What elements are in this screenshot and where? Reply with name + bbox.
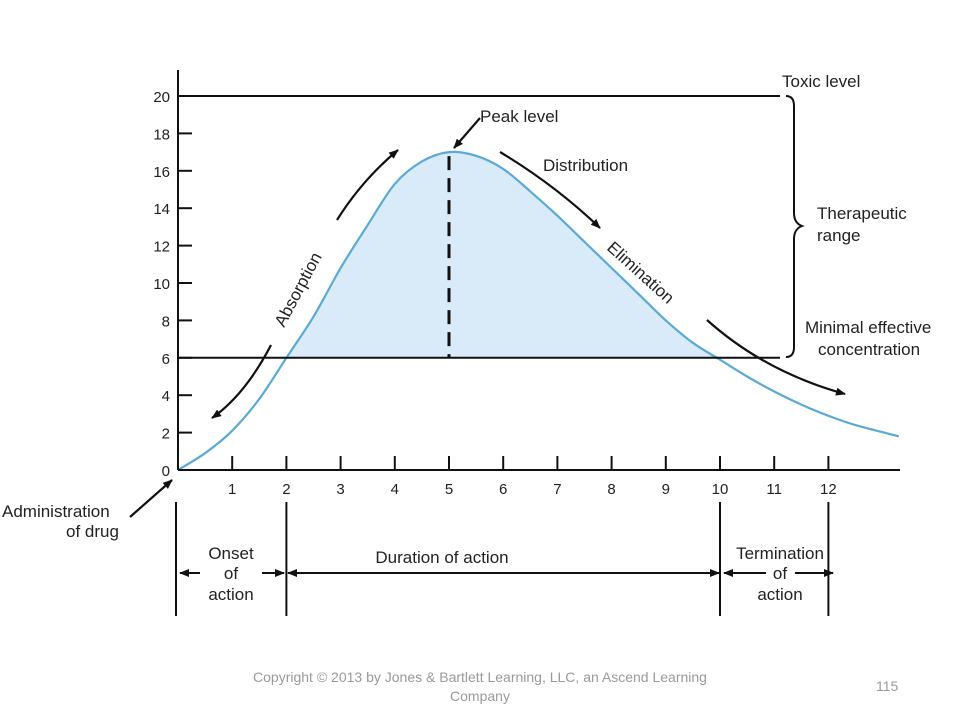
therapeutic-range-brace [785, 95, 805, 358]
administration-label-line1: Administration [2, 502, 110, 521]
termination-label-line1: Termination [736, 544, 824, 563]
absorption-arrow-down [211, 344, 272, 419]
onset-label-line2: of [224, 564, 238, 583]
absorption-arrow-up [336, 149, 399, 221]
peak-arrow [453, 117, 481, 149]
therapeutic-area-fill [284, 151, 720, 361]
mec-label-line1: Minimal effective [805, 318, 931, 337]
x-tick-label: 9 [662, 481, 670, 498]
x-tick-label: 1 [228, 481, 236, 498]
x-tick-label: 6 [499, 481, 507, 498]
toxic-level-label: Toxic level [782, 72, 860, 91]
peak-level-label: Peak level [480, 107, 558, 126]
page-number: 115 [876, 678, 899, 694]
y-tick-label: 16 [153, 164, 170, 181]
y-tick-label: 4 [162, 388, 170, 405]
elimination-arrow [706, 319, 846, 396]
distribution-arrow [499, 151, 601, 229]
termination-label-line3: action [757, 585, 802, 604]
duration-label: Duration of action [375, 548, 508, 567]
x-tick-label: 8 [607, 481, 615, 498]
x-tick-label: 11 [766, 481, 782, 498]
y-tick-label: 8 [162, 313, 170, 330]
copyright-footer: Copyright © 2013 by Jones & Bartlett Lea… [210, 668, 750, 706]
concentration-curve [177, 150, 900, 471]
copyright-line-1: Copyright © 2013 by Jones & Bartlett Lea… [253, 669, 707, 685]
distribution-label: Distribution [543, 156, 628, 175]
y-tick-label: 10 [153, 276, 170, 293]
therapeutic-label-line1: Therapeutic [817, 204, 907, 223]
copyright-line-2: Company [450, 688, 510, 704]
y-axis-ticks: 0 2 4 6 8 10 12 14 16 18 20 [153, 89, 192, 480]
therapeutic-label-line2: range [817, 226, 860, 245]
administration-label-line2: of drug [66, 522, 119, 541]
y-tick-label: 6 [162, 351, 170, 368]
x-tick-label: 10 [712, 481, 729, 498]
x-axis-ticks: 1 2 3 4 5 6 7 8 9 10 11 12 [228, 456, 837, 498]
x-tick-label: 4 [391, 481, 399, 498]
onset-label-line3: action [208, 585, 253, 604]
y-tick-label: 14 [153, 201, 170, 218]
onset-label-line1: Onset [208, 544, 254, 563]
x-tick-label: 2 [282, 481, 290, 498]
x-tick-label: 7 [553, 481, 561, 498]
y-tick-label: 18 [153, 126, 170, 143]
y-tick-label: 20 [153, 89, 170, 106]
administration-arrow [129, 479, 173, 518]
x-tick-label: 12 [820, 481, 837, 498]
y-tick-label: 2 [162, 426, 170, 443]
x-tick-label: 3 [336, 481, 344, 498]
x-tick-label: 5 [445, 481, 453, 498]
termination-label-line2: of [773, 564, 787, 583]
mec-label-line2: concentration [818, 340, 920, 359]
y-tick-label: 12 [153, 239, 170, 256]
y-tick-label: 0 [162, 463, 170, 480]
